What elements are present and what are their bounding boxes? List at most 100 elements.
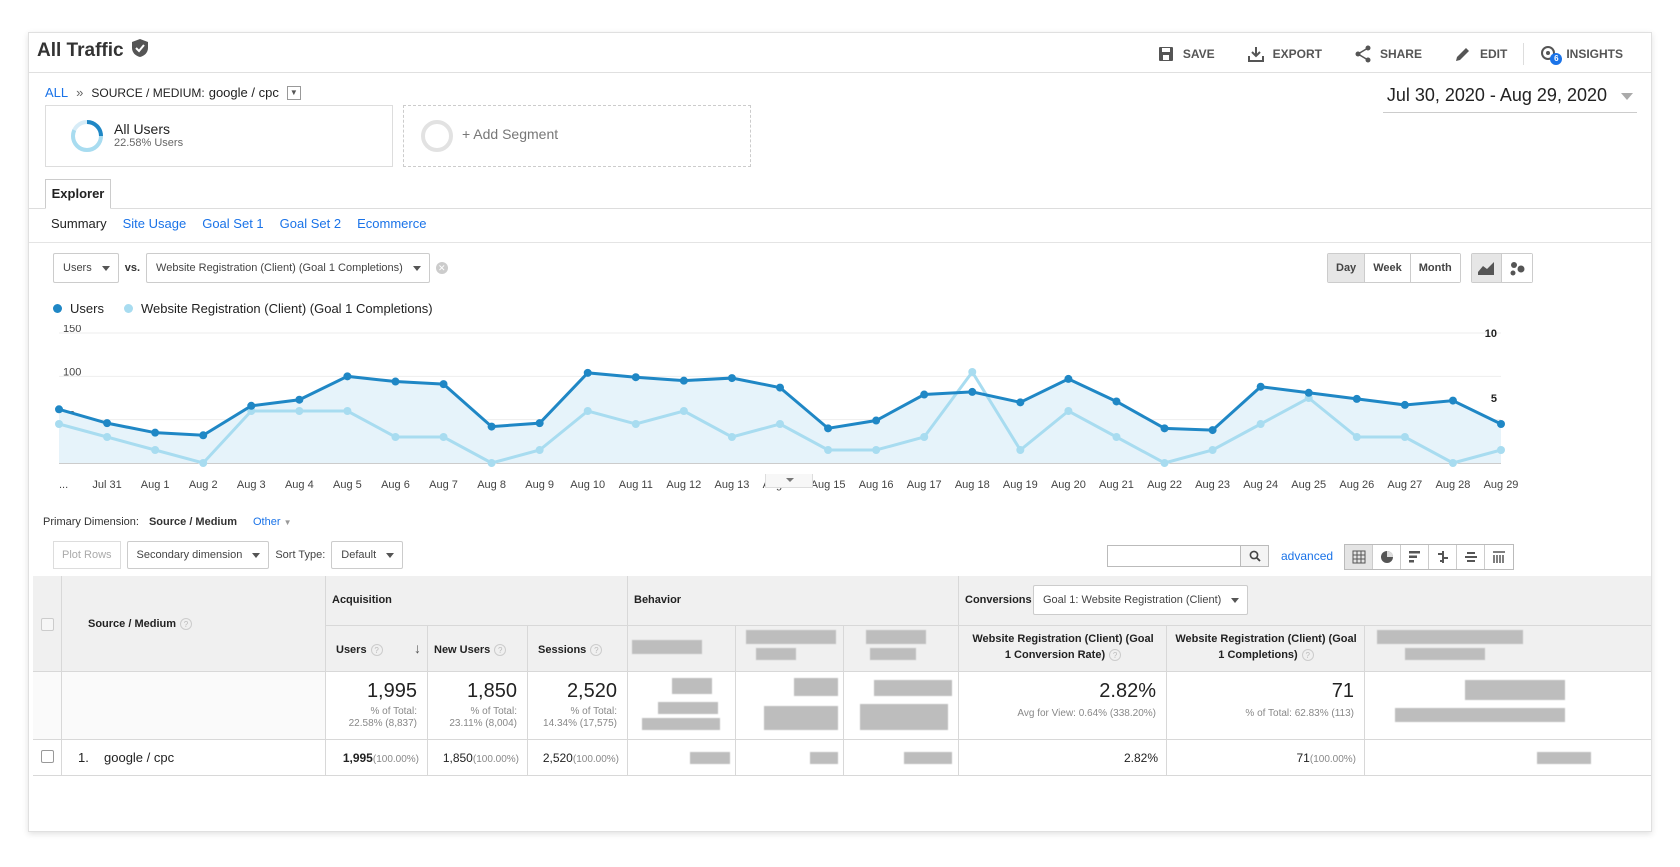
total-completions: 71 [1331, 680, 1354, 702]
dimension-header[interactable]: Source / Medium? [62, 576, 326, 672]
help-icon: ? [590, 644, 603, 657]
export-label: EXPORT [1272, 47, 1322, 61]
y-axis-tick-label: 100 [63, 366, 81, 378]
x-axis-tick-label: Aug 16 [859, 479, 894, 491]
x-axis-tick-label: Aug 13 [714, 479, 749, 491]
primary-dimension-bar: Primary Dimension: Source / Medium Other… [43, 516, 292, 528]
conversions-group-header: Conversions Goal 1: Website Registration… [959, 576, 1651, 626]
chevron-down-icon: ▼ [283, 518, 292, 527]
users-data-point [679, 376, 688, 385]
users-data-point [343, 372, 352, 381]
advanced-filter-link[interactable]: advanced [1281, 549, 1334, 563]
goal-data-point [727, 433, 736, 441]
total-behavior-col2 [736, 672, 844, 740]
x-axis-tick-label: Aug 11 [619, 479, 653, 491]
table-view-pie-button[interactable] [1373, 545, 1401, 569]
blurred-value [860, 704, 948, 730]
goal-data-point [1400, 433, 1409, 441]
new-users-column-header[interactable]: New Users? [428, 626, 528, 672]
table-view-performance-button[interactable] [1401, 545, 1429, 569]
goal-data-point [920, 433, 929, 441]
totals-spacer [33, 672, 62, 740]
export-button[interactable]: EXPORT [1231, 41, 1338, 67]
goal-select[interactable]: Goal 1: Website Registration (Client) [1033, 585, 1249, 615]
x-axis-tick-label: Aug 26 [1339, 479, 1374, 491]
primary-dimension-other[interactable]: Other ▼ [253, 516, 292, 528]
granularity-day-button[interactable]: Day [1328, 254, 1366, 282]
subtab-ecommerce[interactable]: Ecommerce [357, 216, 427, 231]
metric1-select[interactable]: Users [53, 253, 119, 283]
subtab-goal-set-2[interactable]: Goal Set 2 [279, 216, 342, 231]
behavior-col3-header[interactable] [844, 626, 959, 672]
row-checkbox[interactable] [41, 750, 54, 763]
primary-dimension-value[interactable]: Source / Medium [148, 516, 237, 528]
x-axis-tick-label: Aug 2 [189, 479, 218, 491]
segment-subtitle: 22.58% Users [114, 137, 184, 149]
goal-data-point [1256, 420, 1265, 428]
goal-data-point [1016, 446, 1025, 454]
data-table: Source / Medium? Acquisition Behavior Co… [33, 576, 1651, 831]
table-view-buttons [1344, 544, 1514, 570]
table-view-pivot-button[interactable] [1485, 545, 1513, 569]
insights-button[interactable]: 6 INSIGHTS [1524, 41, 1639, 67]
subtab-goal-set-1[interactable]: Goal Set 1 [202, 216, 264, 231]
granularity-month-button[interactable]: Month [1410, 254, 1460, 282]
table-search-button[interactable] [1241, 545, 1269, 567]
share-button[interactable]: SHARE [1338, 41, 1438, 67]
save-button[interactable]: SAVE [1141, 41, 1231, 67]
pivot-icon [1493, 551, 1505, 563]
total-behavior-col3 [844, 672, 959, 740]
row-behavior-col3 [844, 740, 959, 776]
users-data-point [1064, 374, 1073, 383]
tab-explorer[interactable]: Explorer [45, 179, 111, 209]
primary-dimension-other-label: Other [253, 516, 281, 528]
subtab-site-usage[interactable]: Site Usage [122, 216, 187, 231]
users-data-point [487, 422, 496, 431]
sort-type-select[interactable]: Default [331, 541, 404, 569]
users-data-point [151, 428, 160, 437]
table-search-input[interactable] [1107, 545, 1241, 567]
row-conversion-col3 [1365, 740, 1651, 776]
total-completions-cell: 71 % of Total: 62.83% (113) [1167, 672, 1365, 740]
date-range-chevron-icon [1621, 93, 1633, 100]
secondary-dimension-select[interactable]: Secondary dimension [126, 541, 270, 569]
plot-rows-button[interactable]: Plot Rows [53, 541, 121, 569]
table-view-comparison-button[interactable] [1429, 545, 1457, 569]
row-new-users: 1,850 [442, 751, 473, 765]
edit-button[interactable]: EDIT [1438, 41, 1523, 67]
sessions-column-header[interactable]: Sessions? [528, 626, 628, 672]
users-column-header[interactable]: Users? ↓ [326, 626, 428, 672]
date-range-text: Jul 30, 2020 - Aug 29, 2020 [1386, 85, 1607, 105]
date-range-picker[interactable]: Jul 30, 2020 - Aug 29, 2020 [1382, 85, 1637, 113]
add-segment-button[interactable]: + Add Segment [403, 105, 751, 167]
table-view-term-cloud-button[interactable] [1457, 545, 1485, 569]
conversion-rate-column-header[interactable]: Website Registration (Client) (Goal 1 Co… [959, 626, 1167, 672]
table-view-data-button[interactable] [1345, 545, 1373, 569]
report-header: All Traffic SAVE EXPORT SHARE EDIT [29, 33, 1651, 73]
users-data-point [1208, 426, 1217, 435]
goal-data-point [1160, 459, 1169, 467]
motion-chart-button[interactable] [1501, 254, 1532, 282]
users-column-label: Users [336, 644, 367, 656]
behavior-col1-header[interactable] [628, 626, 736, 672]
goal-select-value: Goal 1: Website Registration (Client) [1043, 594, 1222, 606]
select-all-checkbox[interactable] [41, 618, 54, 631]
line-chart-button[interactable] [1471, 254, 1502, 282]
row-source-medium-link[interactable]: google / cpc [104, 750, 175, 765]
granularity-buttons: Day Week Month [1327, 253, 1461, 283]
remove-metric-icon[interactable]: ✕ [435, 262, 448, 274]
completions-column-header[interactable]: Website Registration (Client) (Goal 1 Co… [1167, 626, 1365, 672]
behavior-col2-header[interactable] [736, 626, 844, 672]
goal-data-point [103, 433, 112, 441]
breadcrumb-all-link[interactable]: ALL [45, 85, 69, 100]
segment-all-users[interactable]: All Users 22.58% Users [45, 105, 393, 167]
breadcrumb-dropdown[interactable]: ▼ [286, 85, 301, 100]
granularity-week-button[interactable]: Week [1365, 254, 1411, 282]
metric2-select[interactable]: Website Registration (Client) (Goal 1 Co… [146, 253, 430, 283]
empty-segment-ring-icon [421, 120, 453, 152]
chart-collapse-toggle[interactable] [765, 474, 813, 488]
total-users-sub2: 22.58% (8,837) [348, 718, 417, 729]
conversion-col3-header[interactable] [1365, 626, 1651, 672]
x-axis-tick-label: Aug 28 [1435, 479, 1470, 491]
subtab-summary[interactable]: Summary [51, 216, 107, 231]
